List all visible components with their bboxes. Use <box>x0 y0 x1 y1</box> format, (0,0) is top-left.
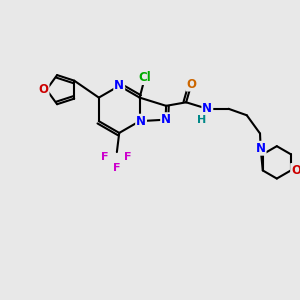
Text: N: N <box>202 102 212 115</box>
Text: H: H <box>197 115 207 125</box>
Text: N: N <box>114 79 124 92</box>
Text: F: F <box>113 163 121 173</box>
Text: O: O <box>186 78 197 91</box>
Text: Cl: Cl <box>139 71 151 84</box>
Text: N: N <box>256 142 266 155</box>
Text: F: F <box>124 152 132 162</box>
Text: O: O <box>291 164 300 177</box>
Text: F: F <box>101 152 108 162</box>
Text: N: N <box>136 115 146 128</box>
Text: O: O <box>39 83 49 96</box>
Text: N: N <box>161 113 171 126</box>
